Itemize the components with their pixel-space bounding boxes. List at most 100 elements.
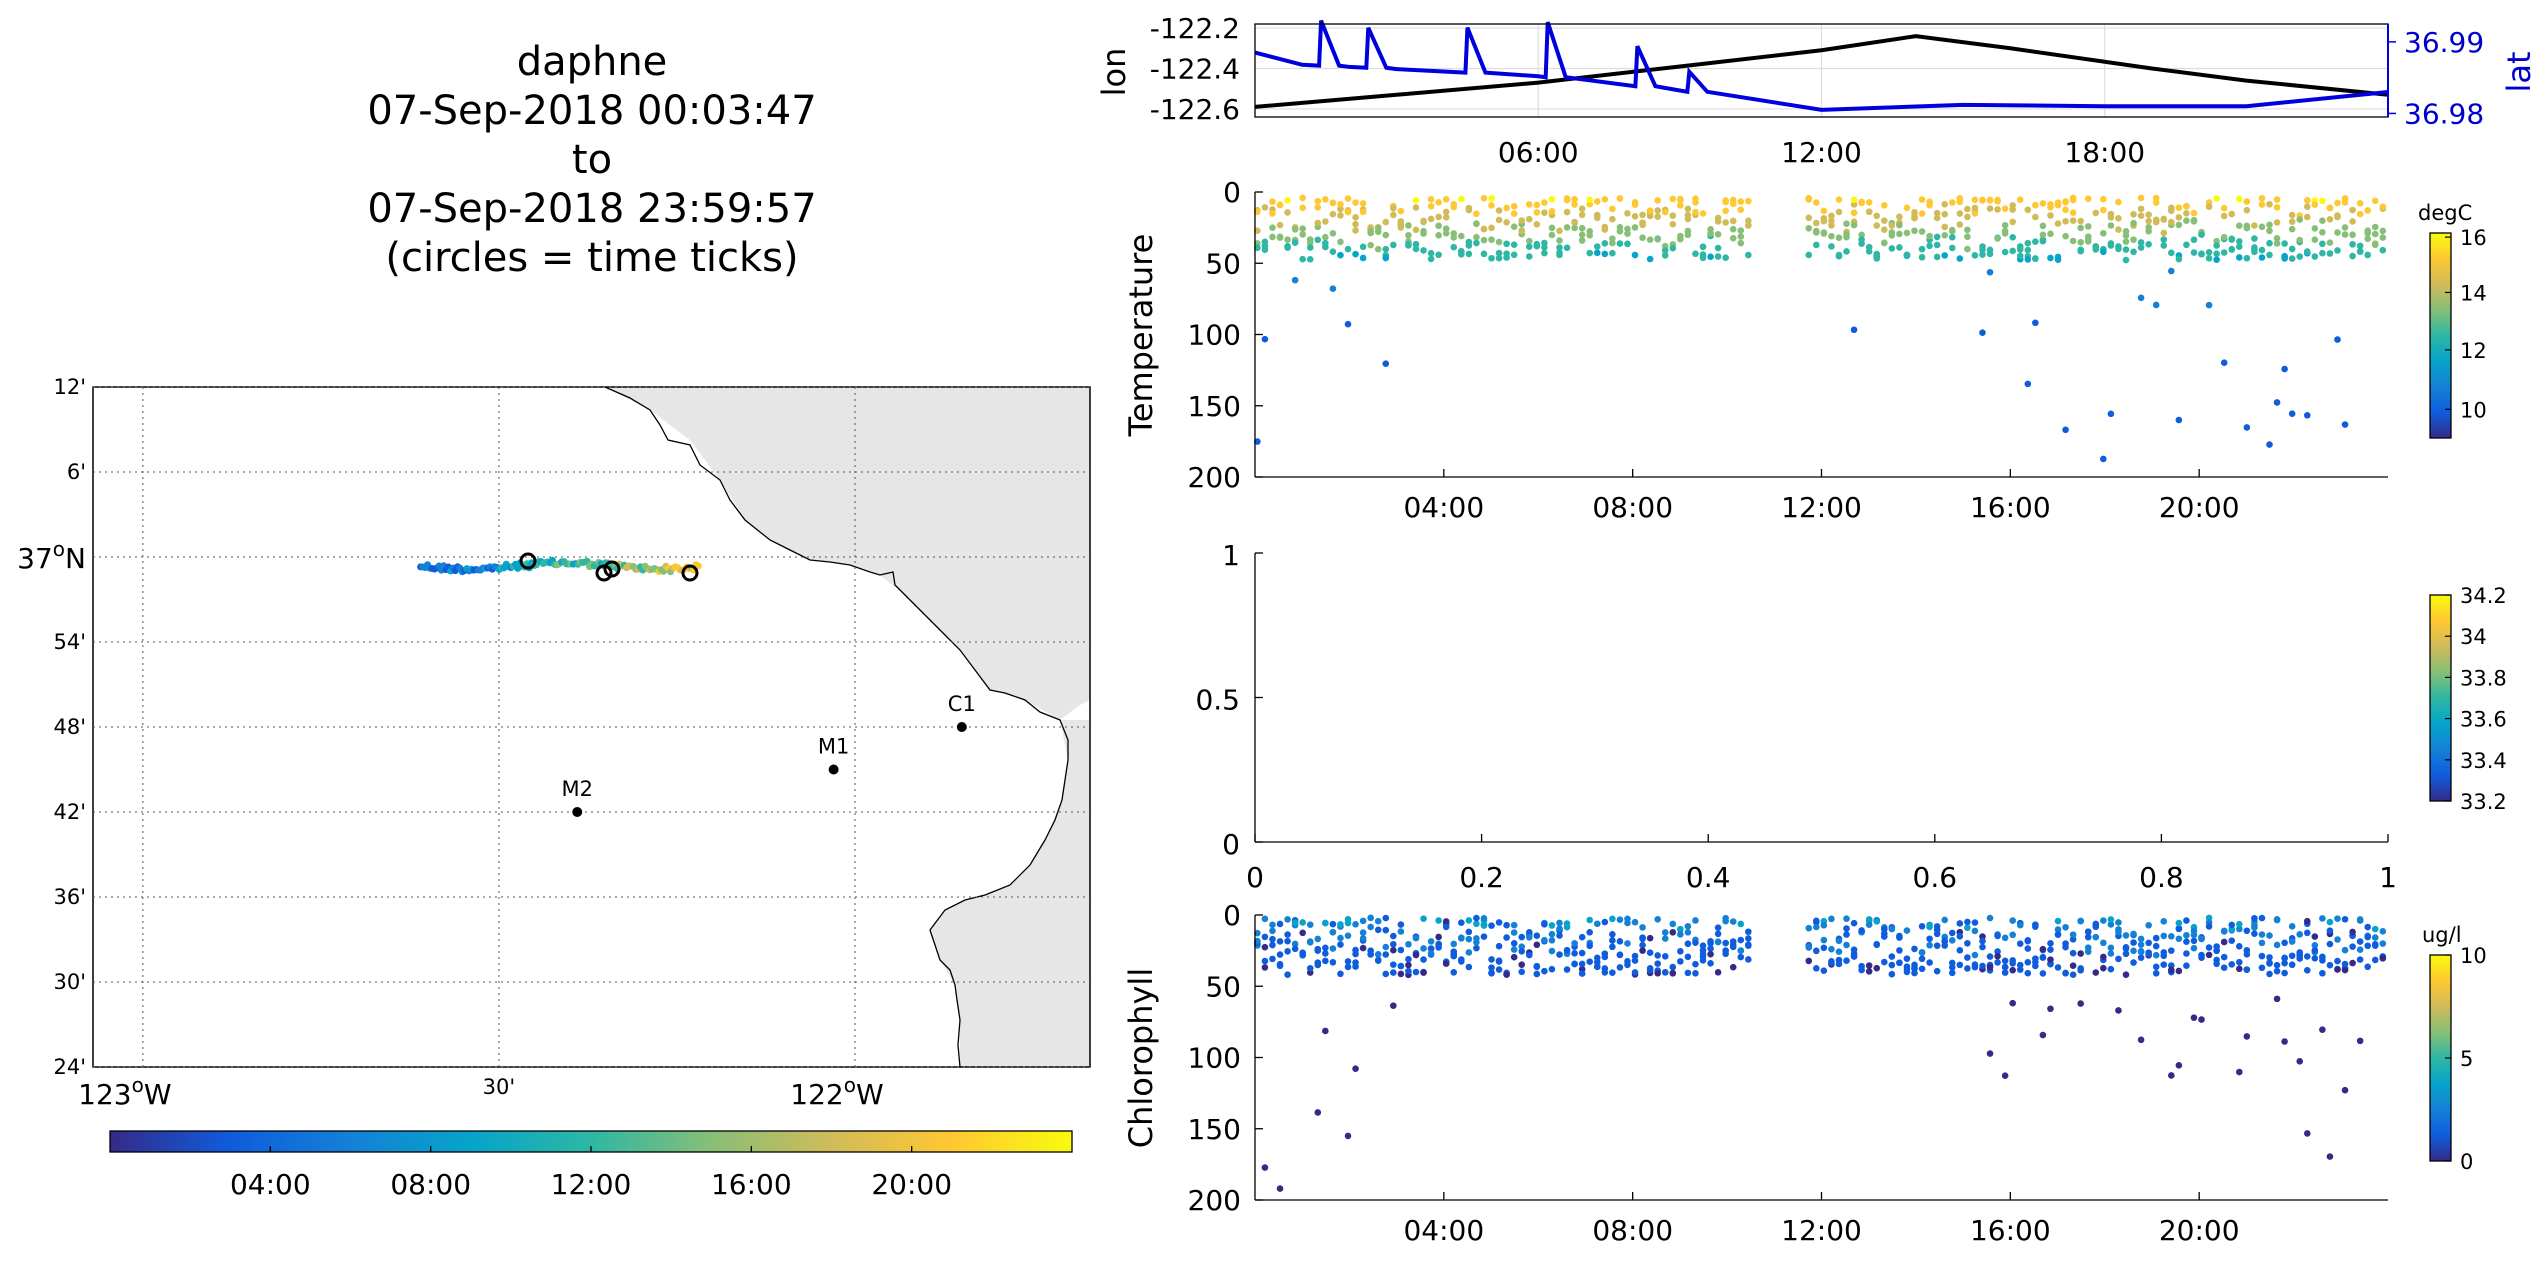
scatter-point (2296, 253, 2304, 260)
map-y-tick-label: 24' (54, 1055, 87, 1079)
scatter-point (1465, 250, 1473, 258)
scatter-point (2364, 251, 2372, 259)
scatter-point (1359, 243, 1367, 251)
scatter-point (2115, 1007, 2122, 1014)
scatter-point (2054, 964, 2062, 971)
scatter-point (2039, 222, 2047, 230)
scatter-point (1367, 241, 1374, 249)
scatter-point (2228, 961, 2236, 968)
scatter-point (1616, 195, 1624, 202)
scatter-point (1548, 947, 1556, 955)
scatter-point (2198, 250, 2205, 258)
scatter-point (1352, 920, 1359, 928)
scatter-point (2160, 236, 2168, 243)
scatter-point (2220, 359, 2228, 366)
scatter-point (1828, 212, 1835, 220)
scatter-point (1397, 224, 1405, 231)
scatter-point (1299, 952, 1306, 959)
scatter-point (1624, 230, 1631, 237)
scatter-point (1525, 201, 1533, 208)
scatter-point (1888, 222, 1896, 229)
scatter-point (2379, 954, 2387, 962)
scatter-point (2016, 921, 2024, 929)
scatter-point (2349, 218, 2356, 225)
scatter-point (1994, 196, 2001, 204)
scatter-point (1503, 934, 1510, 941)
scatter-point (1359, 944, 1367, 952)
scatter-point (2296, 216, 2304, 223)
scatter-point (1533, 941, 1541, 949)
scatter-point (1722, 219, 1729, 226)
scatter-point (1616, 938, 1624, 945)
scatter-point (2152, 301, 2160, 309)
scatter-point (1865, 968, 1873, 975)
temperature-colorbar-ticks: 16 14 12 10 (2445, 226, 2487, 422)
scatter-point (1941, 937, 1949, 944)
map-y-tick-label: 54' (54, 630, 87, 654)
colorbar-tick-label: 33.2 (2460, 790, 2507, 814)
scatter-point (2100, 939, 2107, 947)
scatter-point (1344, 208, 1352, 216)
scatter-point (2371, 925, 2379, 933)
scatter-point (1473, 210, 1480, 218)
scatter-point (1843, 925, 1850, 932)
scatter-point (1488, 195, 1495, 202)
scatter-point (1692, 917, 1699, 924)
scatter-point (1541, 967, 1548, 975)
scatter-point (2016, 966, 2024, 973)
y-tick-label: 150 (1188, 390, 1241, 423)
scatter-point (1367, 923, 1374, 931)
scatter-point (2273, 961, 2281, 969)
scatter-point (1903, 204, 1911, 212)
scatter-point (1745, 217, 1752, 225)
scatter-point (1329, 285, 1337, 293)
scatter-point (1578, 231, 1586, 239)
scatter-point (1397, 970, 1405, 978)
scatter-point (1707, 229, 1714, 237)
scatter-point (1510, 210, 1518, 217)
scatter-point (2356, 956, 2364, 963)
scatter-point (1805, 214, 1813, 222)
scatter-point (2341, 421, 2349, 428)
scatter-point (2356, 247, 2364, 255)
scatter-point (1427, 938, 1435, 945)
scatter-point (1337, 970, 1344, 978)
lat-axis-ticks: 36.99 36.98 (2388, 26, 2484, 130)
scatter-point (2152, 934, 2160, 942)
scatter-point (1813, 229, 1820, 236)
scatter-point (2326, 239, 2334, 247)
scatter-point (1473, 914, 1480, 922)
scatter-point (2220, 928, 2228, 935)
x-tick-label: 12:00 (1781, 1214, 1862, 1247)
x-tick-label: 0.6 (1913, 861, 1958, 894)
scatter-point (2175, 1062, 2183, 1069)
scatter-point (1480, 922, 1488, 929)
scatter-point (1624, 240, 1631, 248)
scatter-point (1948, 199, 1956, 206)
scatter-point (2016, 252, 2024, 260)
scatter-point (2077, 224, 2084, 232)
title-line-1: daphne (517, 39, 668, 85)
glider-track (417, 552, 702, 582)
scatter-point (1873, 250, 1881, 258)
scatter-point (2054, 926, 2062, 933)
scatter-point (1367, 951, 1374, 958)
scatter-point (2077, 950, 2084, 957)
scatter-point (1412, 934, 1420, 942)
scatter-point (2213, 256, 2220, 264)
scatter-point (2319, 969, 2326, 977)
scatter-point (1994, 235, 2001, 242)
scatter-point (2273, 219, 2281, 226)
time-tick-circle (681, 564, 699, 582)
scatter-point (1880, 958, 1888, 966)
scatter-point (1412, 226, 1420, 234)
scatter-point (1397, 207, 1405, 215)
scatter-point (1941, 210, 1949, 218)
scatter-point (1390, 969, 1397, 976)
scatter-point (2115, 198, 2122, 206)
scatter-point (1805, 924, 1813, 932)
scatter-point (2205, 923, 2213, 930)
scatter-point (1677, 931, 1684, 938)
scatter-point (2084, 236, 2092, 243)
scatter-point (1548, 231, 1556, 239)
